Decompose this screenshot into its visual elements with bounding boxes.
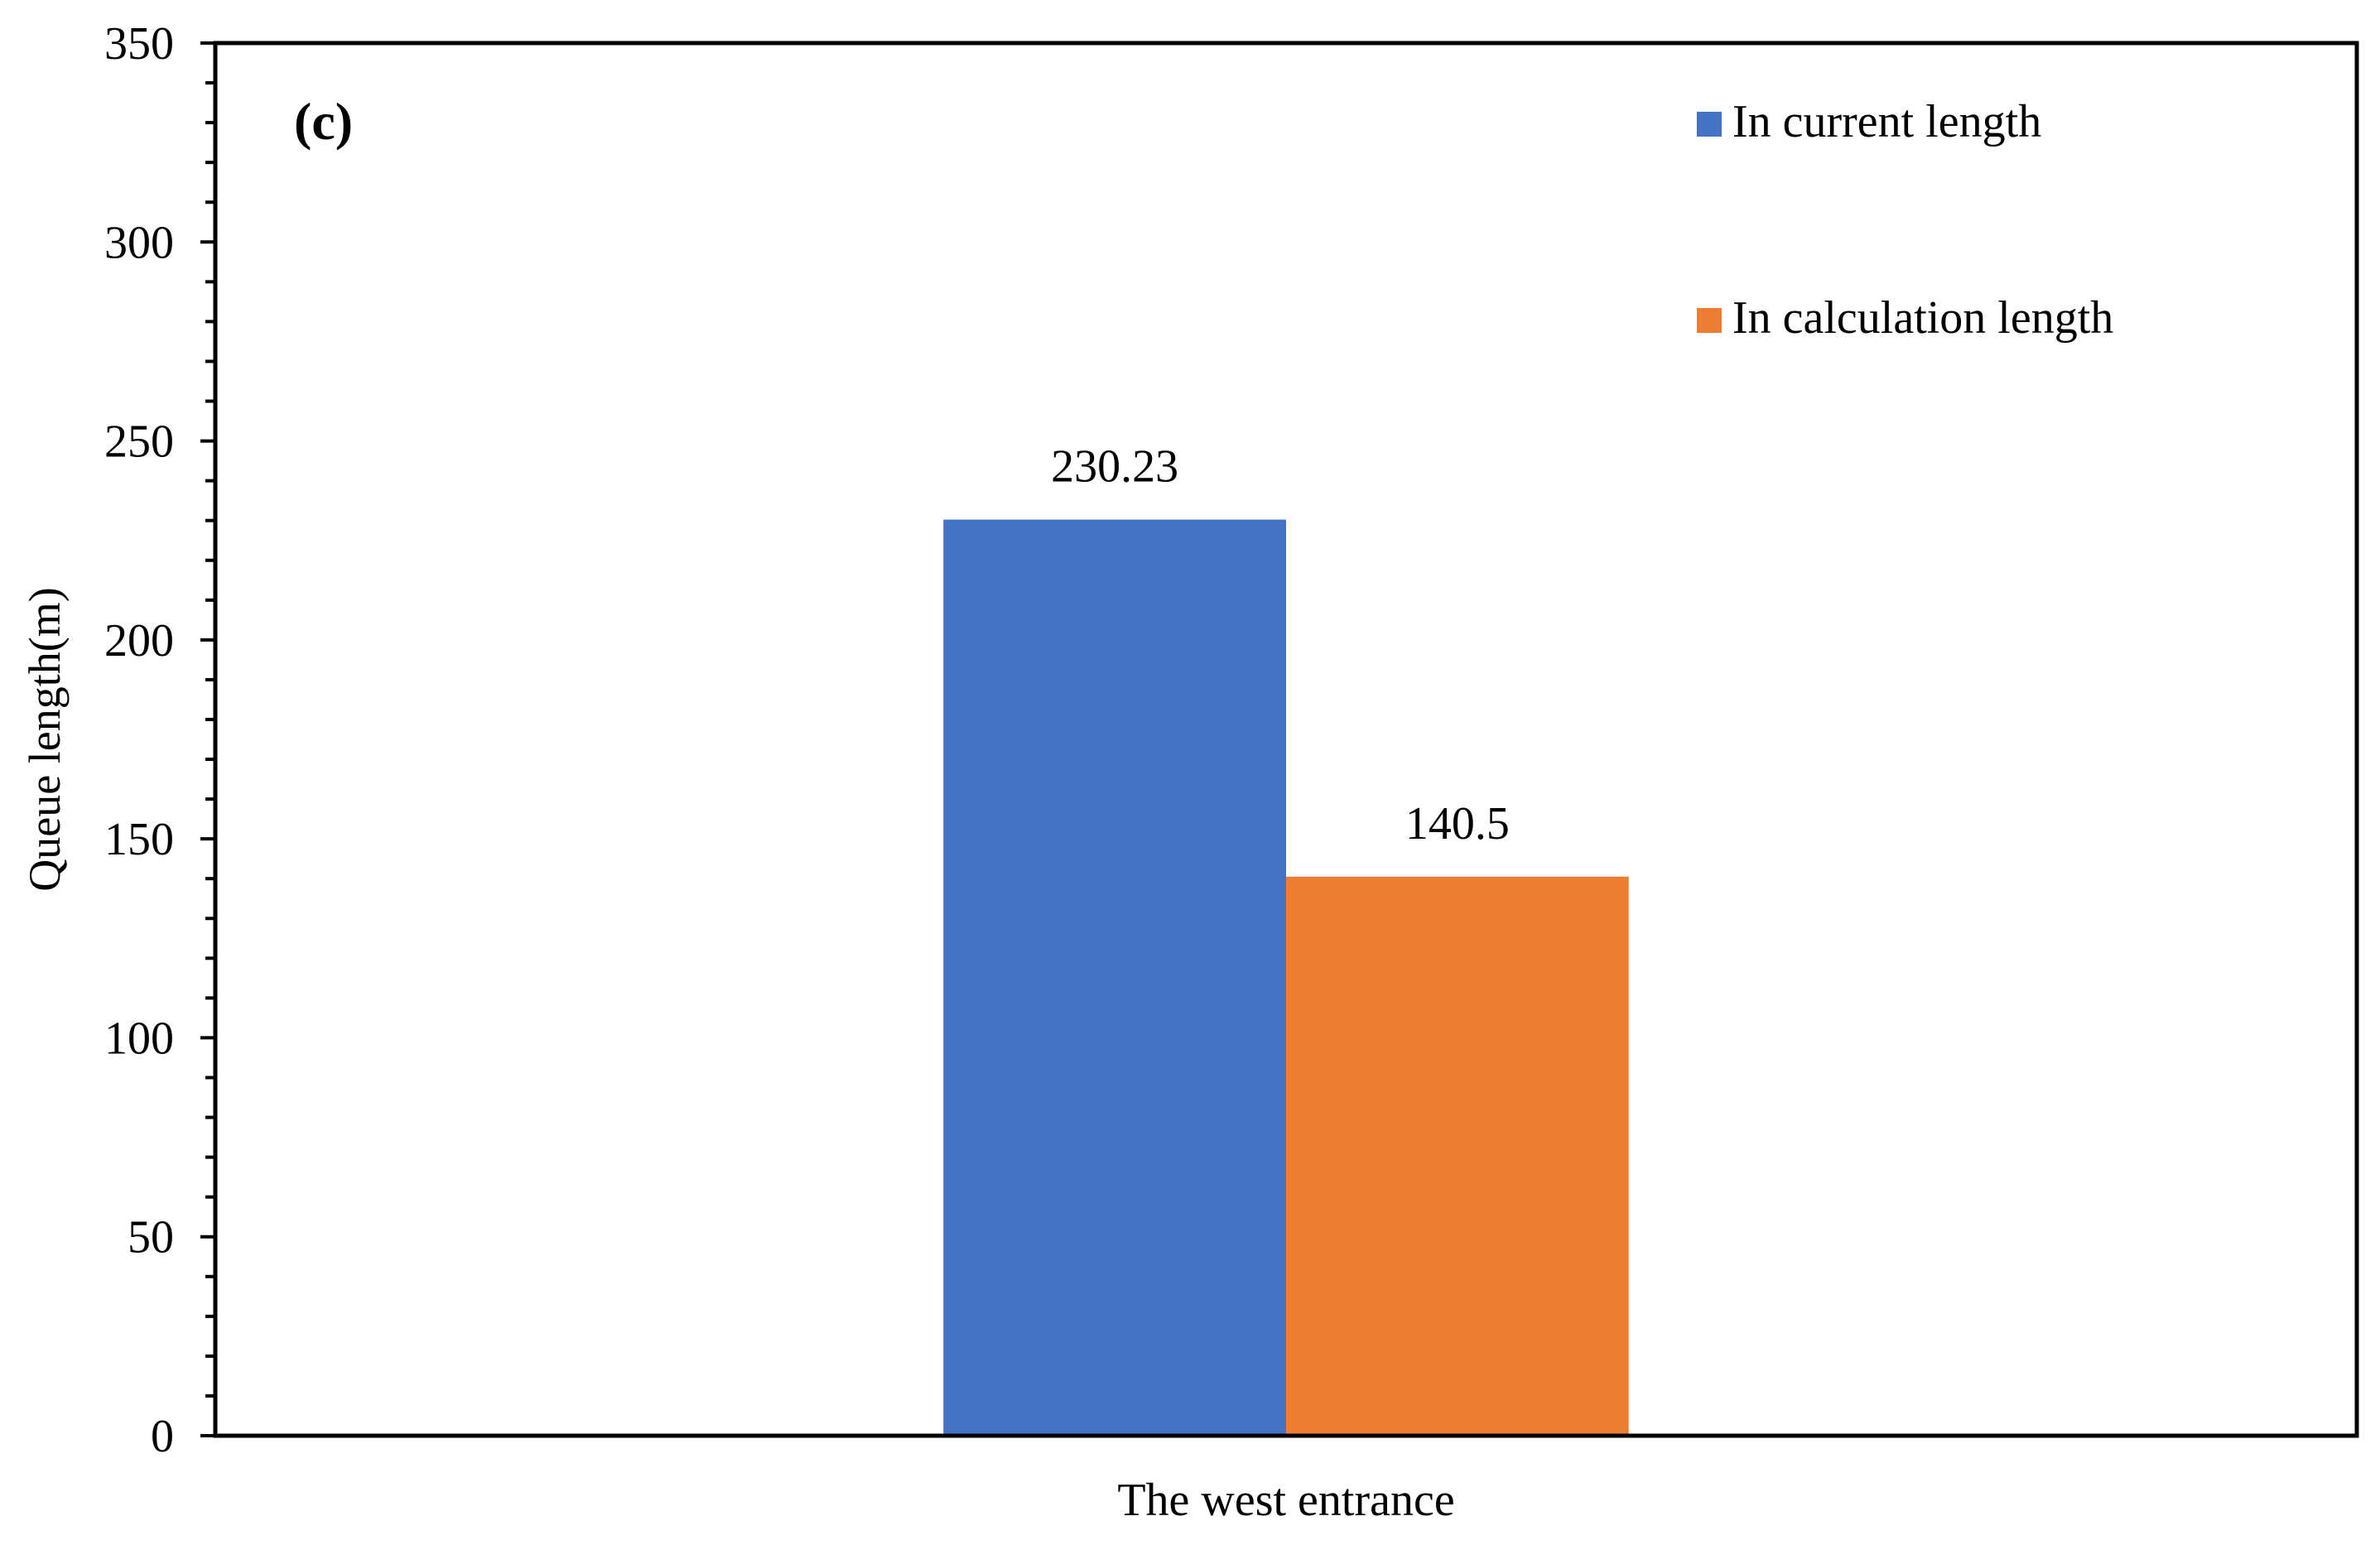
bar-in-calculation-length bbox=[1286, 876, 1629, 1436]
legend-swatch bbox=[1697, 308, 1722, 333]
y-tick-label: 200 bbox=[104, 615, 174, 667]
x-category-label: The west entrance bbox=[1117, 1475, 1454, 1526]
legend-label: In calculation length bbox=[1732, 292, 2113, 344]
panel-label: (c) bbox=[294, 92, 353, 151]
legend-label: In current length bbox=[1732, 96, 2041, 147]
y-tick-label: 150 bbox=[104, 814, 174, 865]
y-tick-label: 50 bbox=[128, 1212, 174, 1263]
data-labels-layer: 230.23 140.5 bbox=[1051, 441, 1510, 850]
y-tick-label: 300 bbox=[104, 217, 174, 268]
bar-in-current-length bbox=[943, 519, 1286, 1437]
bar-value-label: 140.5 bbox=[1405, 798, 1510, 850]
y-tick-label: 350 bbox=[104, 18, 174, 70]
y-tick-label: 100 bbox=[104, 1013, 174, 1064]
y-tick-label: 0 bbox=[151, 1411, 174, 1462]
bar-value-label: 230.23 bbox=[1051, 441, 1178, 493]
y-tick-label: 250 bbox=[104, 416, 174, 468]
bars-layer bbox=[943, 519, 1629, 1437]
legend: In current length In calculation length bbox=[1697, 96, 2113, 344]
y-axis-ticks: 0 50 100 150 200 250 300 350 bbox=[104, 18, 215, 1462]
plot-area-frame bbox=[213, 41, 2359, 1438]
legend-swatch bbox=[1697, 112, 1722, 137]
y-axis-title: Queue length(m) bbox=[20, 587, 70, 891]
